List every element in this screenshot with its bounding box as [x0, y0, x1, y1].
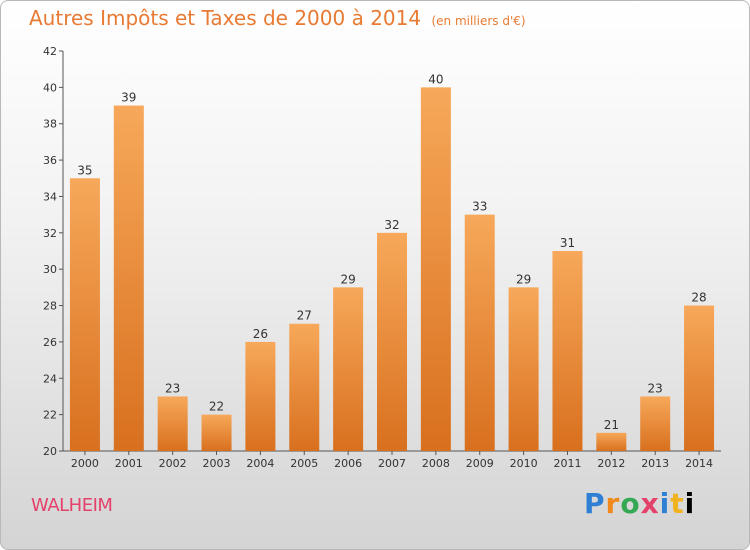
x-tick-label: 2003 — [203, 457, 231, 470]
bar — [245, 341, 276, 451]
bar — [640, 396, 671, 451]
x-tick-label: 2012 — [597, 457, 625, 470]
title-unit: (en milliers d'€) — [431, 14, 526, 28]
x-axis: 2000 2001 2002 2003 2004 2005 2006 2007 2008 2009… — [63, 450, 721, 470]
data-label: 27 — [297, 309, 312, 323]
bar — [552, 251, 583, 451]
y-tick-label: 32 — [43, 227, 57, 240]
y-tick-label: 28 — [43, 300, 57, 313]
data-label: 22 — [209, 400, 224, 414]
x-tick-label: 2001 — [115, 457, 143, 470]
logo-letter: r — [605, 487, 621, 520]
x-tick-label: 2014 — [685, 457, 713, 470]
y-tick-label: 20 — [43, 445, 57, 458]
proxiti-logo[interactable]: Proxiti — [584, 487, 695, 520]
data-label: 23 — [648, 381, 663, 395]
location-label: WALHEIM — [31, 495, 113, 516]
data-label: 26 — [253, 327, 268, 341]
y-tick-label: 38 — [43, 118, 57, 131]
bar — [333, 287, 364, 451]
bar — [464, 214, 495, 451]
bar — [201, 414, 232, 451]
y-axis: 20 22 24 26 28 30 32 34 36 38 40 42 — [43, 45, 64, 458]
bar — [377, 232, 407, 451]
x-tick-label: 2005 — [290, 457, 318, 470]
data-label: 23 — [165, 381, 180, 395]
x-tick-label: 2000 — [71, 457, 99, 470]
x-tick-label: 2007 — [378, 457, 406, 470]
bar — [596, 432, 627, 451]
title-text: Autres Impôts et Taxes de 2000 à 2014 — [29, 6, 422, 30]
x-tick-label: 2002 — [159, 457, 187, 470]
data-label: 32 — [384, 218, 399, 232]
bar — [157, 396, 188, 451]
data-label: 39 — [121, 91, 136, 105]
logo-letter: i — [684, 487, 696, 520]
logo-letter: i — [659, 487, 671, 520]
data-label: 29 — [340, 272, 355, 286]
data-label: 33 — [472, 200, 487, 214]
data-label: 29 — [516, 272, 531, 286]
y-tick-label: 26 — [43, 336, 57, 349]
logo-letter: P — [584, 487, 606, 520]
logo-letter: t — [670, 487, 685, 520]
bar — [69, 178, 100, 452]
bars — [69, 87, 715, 452]
x-tick-label: 2009 — [466, 457, 494, 470]
logo-letter: x — [640, 487, 660, 520]
x-tick-label: 2008 — [422, 457, 450, 470]
data-label: 40 — [428, 72, 443, 86]
bar — [420, 87, 451, 451]
x-tick-label: 2013 — [641, 457, 669, 470]
x-tick-label: 2004 — [246, 457, 274, 470]
bar — [684, 305, 715, 451]
bar — [113, 105, 144, 451]
y-tick-label: 24 — [43, 372, 57, 385]
bar — [289, 323, 320, 451]
x-tick-label: 2010 — [510, 457, 538, 470]
y-tick-label: 22 — [43, 409, 57, 422]
logo-letter: o — [620, 487, 641, 520]
x-tick-label: 2011 — [553, 457, 581, 470]
y-tick-label: 42 — [43, 45, 57, 58]
y-tick-label: 34 — [43, 190, 57, 203]
data-label: 28 — [691, 291, 706, 305]
x-tick-label: 2006 — [334, 457, 362, 470]
y-tick-label: 36 — [43, 154, 57, 167]
data-label: 21 — [604, 418, 619, 432]
bar — [508, 287, 539, 451]
data-labels: 35 39 23 22 26 27 29 32 40 33 29 31 21 23 28 — [77, 72, 706, 431]
chart-title: Autres Impôts et Taxes de 2000 à 2014 (e… — [29, 6, 526, 30]
data-label: 31 — [560, 236, 575, 250]
y-tick-label: 30 — [43, 263, 57, 276]
data-label: 35 — [77, 163, 92, 177]
y-tick-label: 40 — [43, 81, 57, 94]
